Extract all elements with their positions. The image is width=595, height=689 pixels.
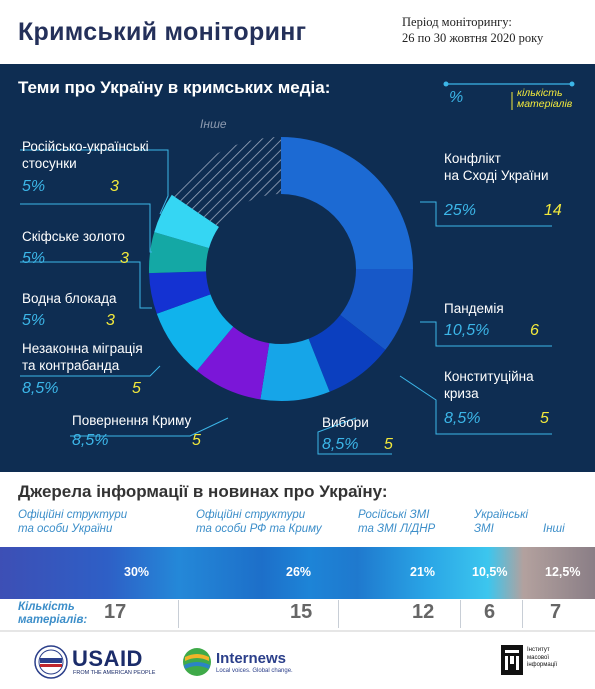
pie-slice-8 [154,194,219,249]
count-divider-3 [522,600,523,628]
chart-title: Теми про Україну в кримських медіа: [18,78,331,97]
source-percent-4: 12,5% [545,565,581,579]
pie-slice-6 [149,271,211,314]
source-label-4: Інші [543,523,565,535]
count-divider-0 [178,600,179,628]
leader-line-0 [420,201,552,227]
legend-percent: % [449,89,464,106]
source-label-0: Офіційні структури та особи України [18,509,128,535]
slice-percent-1: 10,5% [444,322,490,339]
pie-slice-5 [156,294,234,371]
count-divider-1 [338,600,339,628]
leader-line-6 [20,261,152,309]
slice-count-1: 6 [530,322,539,339]
legend-dot-0 [443,81,449,87]
internews-name: Internews [216,650,287,667]
slice-percent-2: 8,5% [444,410,481,427]
slice-label-3: Вибори [322,415,369,430]
source-percent-1: 26% [286,565,312,579]
slice-label-9: Інше [200,117,227,131]
pie-slice-9 [171,137,281,227]
internews-logo: Internews Local voices. Global change. [182,645,322,683]
pie-slice-2 [308,314,386,392]
count-label: Кількість матеріалів: [18,601,88,626]
leader-line-4 [70,417,229,437]
count-divider-2 [460,600,461,628]
source-count-0: 17 [104,601,127,623]
leader-line-7 [20,203,152,253]
usaid-tagline: FROM THE AMERICAN PEOPLE [73,670,156,676]
footer-divider [0,630,595,632]
source-label-3: Українські ЗМІ [474,509,529,535]
source-percent-0: 30% [124,565,150,579]
slice-percent-4: 8,5% [72,432,109,449]
source-count-2: 12 [412,601,435,623]
leader-line-3 [317,417,392,455]
pie-slice-4 [196,326,270,400]
sources-title: Джерела інформації в новинах про Україну… [18,482,388,501]
leader-line-8 [20,149,169,215]
leader-line-5 [20,365,161,377]
usaid-logo: USAID FROM THE AMERICAN PEOPLE [34,643,184,683]
slice-label-2: Конституційна криза [444,369,534,401]
slice-label-5: Незаконна міграція та контрабанда [22,341,143,373]
period-dates: 26 по 30 жовтня 2020 року [402,31,544,45]
source-label-2: Російські ЗМІ та ЗМІ Л/ДНР [358,509,436,535]
slice-label-6: Водна блокада [22,291,117,306]
slice-label-1: Пандемія [444,301,504,316]
pie-slice-7 [149,232,209,274]
page-title: Кримський моніторинг [18,18,307,46]
source-percent-3: 10,5% [472,565,508,579]
period-label: Період моніторингу: [402,15,512,29]
slice-count-8: 3 [110,178,119,195]
topics-panel: Теми про Україну в кримських медіа: % кі… [0,64,595,472]
leader-line-1 [420,321,552,347]
slice-percent-3: 8,5% [322,436,359,453]
leader-line-2 [399,375,552,435]
usaid-seal-icon [34,645,68,679]
source-label-1: Офіційні структури та особи РФ та Криму [196,509,322,535]
slice-label-7: Скіфське золото [22,229,125,244]
slice-count-4: 5 [192,432,201,449]
imi-text: Інститут масової інформації [527,647,558,668]
pie-slice-0 [281,137,413,269]
source-percent-2: 21% [410,565,436,579]
slice-percent-5: 8,5% [22,380,59,397]
legend-dot-1 [569,81,575,87]
slice-label-8: Російсько-українські стосунки [22,139,149,171]
slice-percent-8: 5% [22,178,46,195]
slice-count-3: 5 [384,436,393,453]
internews-globe-icon [183,648,211,676]
slice-percent-7: 5% [22,250,46,267]
slice-percent-0: 25% [444,202,477,219]
internews-tagline: Local voices. Global change. [216,668,293,674]
imi-logo: Інститут масової інформації [501,645,581,683]
sources-bar [0,547,595,599]
topics-chart [20,81,575,455]
source-count-1: 15 [290,601,313,623]
source-count-4: 7 [550,601,562,623]
slice-count-0: 14 [544,202,562,219]
legend-count-label: кількість матеріалів [517,87,573,110]
slice-label-0: Конфлікт на Сході України [444,151,549,183]
slice-count-2: 5 [540,410,549,427]
slice-count-6: 3 [106,312,115,329]
imi-icon [501,645,523,675]
slice-count-5: 5 [132,380,141,397]
slice-count-7: 3 [120,250,129,267]
source-count-3: 6 [484,601,496,623]
pie-slice-1 [340,269,413,350]
pie-slice-3 [260,338,330,401]
slice-label-4: Повернення Криму [72,413,192,428]
usaid-name: USAID [72,646,143,671]
header: Кримський моніторинг Період моніторингу:… [0,0,595,64]
slice-percent-6: 5% [22,312,46,329]
